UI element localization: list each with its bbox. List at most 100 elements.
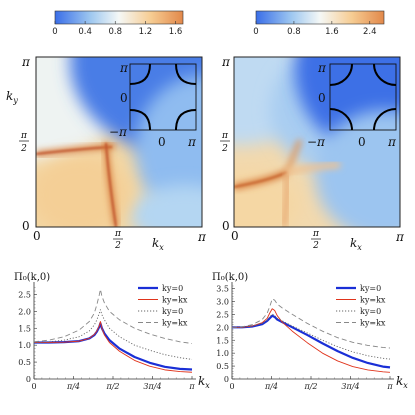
heatmap-right [233, 56, 401, 228]
hm-left-xtick-0: 0 [33, 229, 41, 243]
y-tick-label: 0 [224, 375, 229, 384]
y-tick-label: 2.5 [216, 310, 229, 319]
y-tick-label: 0.5 [216, 362, 229, 371]
colorbar-tick-label: 0.8 [108, 27, 122, 37]
legend-label: ky=0 [360, 284, 381, 293]
heatmap-left-field [36, 57, 202, 227]
colorbar-tick-label: 0.4 [78, 27, 92, 37]
inset-left-ytick-pi: π [119, 61, 129, 75]
y-tick-label: 1.0 [18, 341, 31, 350]
hm-right-xtick-pi: π [395, 230, 405, 244]
legend-label: ky=kx [360, 296, 386, 305]
svg-text:2: 2 [221, 144, 228, 154]
svg-text:π: π [221, 131, 229, 141]
heatmap-left [35, 56, 203, 228]
x-tick-label: π/4 [264, 382, 278, 391]
x-tick-label: π [386, 382, 393, 391]
hm-left-xlabel: kx [152, 236, 164, 252]
inset-right-fermi-surface [329, 63, 397, 131]
inset-left-ytick-0: 0 [120, 91, 128, 105]
series-line-gray-dotted [33, 309, 193, 360]
hm-right-ytick-pi2: π 2 [220, 131, 230, 154]
inset-left-xtick-pi: π [187, 135, 197, 149]
series-line-red-thin [232, 308, 391, 373]
heatmap-labels: π π 2 0 ky 0 π 2 π kx π 0 −π 0 π π π 2 0… [6, 55, 405, 252]
hm-right-xlabel: kx [350, 236, 362, 252]
inset-right-xtick-pi: π [387, 135, 397, 149]
colorbar-gradient [255, 10, 385, 25]
x-tick-label: 0 [229, 382, 234, 391]
hm-right-xtick-pi2: π 2 [311, 229, 321, 251]
svg-text:π: π [20, 131, 28, 141]
y-tick-label: 3.5 [216, 285, 229, 294]
hm-right-ytick-pi: π [221, 55, 231, 69]
y-tick-label: 2.5 [18, 290, 31, 299]
legend-label: ky=kx [162, 296, 188, 305]
hm-right-ytick-0: 0 [222, 219, 230, 233]
colorbar-gradient [54, 10, 184, 25]
y-tick-label: 2.0 [18, 307, 31, 316]
colorbar-tick-label: 2.4 [363, 27, 377, 37]
series-line-blue-thick [34, 322, 193, 371]
line-plot-right: 00.51.01.52.02.53.03.50 π/4 π/2 3π/4 πky=0ky… [212, 272, 408, 391]
line-plot-left: 00.51.01.52.02.50 π/4 π/2 3π/4 πky=0ky=kxky=… [14, 272, 210, 391]
legend-label: ky=0 [162, 284, 183, 293]
x-tick-label: 3π/4 [341, 382, 359, 391]
colorbar-right: 0 0.8 1.6 2.4 [253, 10, 385, 37]
hm-left-xtick-pi: π [197, 230, 207, 244]
hm-left-xtick-pi2: π 2 [113, 229, 123, 251]
y-tick-label: 2.0 [216, 323, 229, 332]
x-tick-label: 3π/4 [143, 382, 161, 391]
y-tick-label: 1.5 [18, 324, 31, 333]
svg-text:2: 2 [312, 241, 319, 251]
legend-label: ky=0 [360, 307, 381, 316]
x-tick-label: π/2 [303, 382, 317, 391]
series-line-gray-dashed [231, 298, 391, 349]
y-tick-label: 3.0 [216, 298, 229, 307]
y-axis-label: Π₀(k,0) [14, 272, 50, 283]
hm-left-ylabel: ky [6, 89, 18, 105]
inset-right-ytick-pi: π [317, 61, 327, 75]
x-axis-label: kx [396, 374, 408, 390]
y-tick-label: 0.5 [18, 358, 31, 367]
colorbar-tick-label: 0.8 [287, 27, 301, 37]
series-line-gray-dashed [33, 288, 193, 344]
hm-left-ytick-pi: π [21, 55, 31, 69]
legend-label: ky=kx [162, 319, 188, 328]
x-tick-label: π/2 [105, 382, 119, 391]
inset-right-xtick-0: 0 [358, 135, 366, 149]
colorbar-tick-label: 1.6 [325, 27, 339, 37]
x-tick-label: π/4 [66, 382, 80, 391]
inset-left-xtick-0: 0 [158, 135, 166, 149]
x-tick-label: 0 [31, 382, 36, 391]
series-line-red-thin [34, 321, 193, 373]
inset-right-xtick-mpi: −π [307, 135, 326, 149]
hm-left-ytick-0: 0 [22, 219, 30, 233]
y-tick-label: 0 [26, 375, 31, 384]
legend: ky=0 ky=kx ky=0 ky=kx [336, 284, 386, 328]
colorbar-tick-label: 0 [52, 27, 57, 37]
hm-left-ytick-pi2: π 2 [19, 131, 29, 154]
series-line-gray-dotted [232, 313, 391, 360]
inset-left-fermi-surface [129, 63, 197, 131]
y-tick-label: 1.5 [216, 336, 229, 345]
svg-text:2: 2 [20, 144, 27, 154]
legend: ky=0 ky=kx ky=0 ky=kx [138, 284, 188, 328]
series-line-blue-thick [232, 314, 391, 369]
colorbar-tick-label: 0 [253, 27, 258, 37]
svg-text:π: π [114, 229, 122, 239]
hm-right-xtick-0: 0 [231, 229, 239, 243]
inset-right-ytick-0: 0 [318, 91, 326, 105]
heatmap-right-field [234, 57, 400, 227]
colorbar-left: 0 0.4 0.8 1.2 1.6 [52, 10, 184, 37]
y-tick-label: 1.0 [216, 349, 229, 358]
inset-left-xtick-mpi: −π [109, 125, 128, 139]
svg-text:2: 2 [114, 241, 121, 251]
legend-label: ky=0 [162, 307, 183, 316]
colorbar-tick-label: 1.2 [139, 27, 153, 37]
svg-text:π: π [312, 229, 320, 239]
legend-label: ky=kx [360, 319, 386, 328]
colorbar-tick-label: 1.6 [169, 27, 183, 37]
x-axis-label: kx [198, 374, 210, 390]
